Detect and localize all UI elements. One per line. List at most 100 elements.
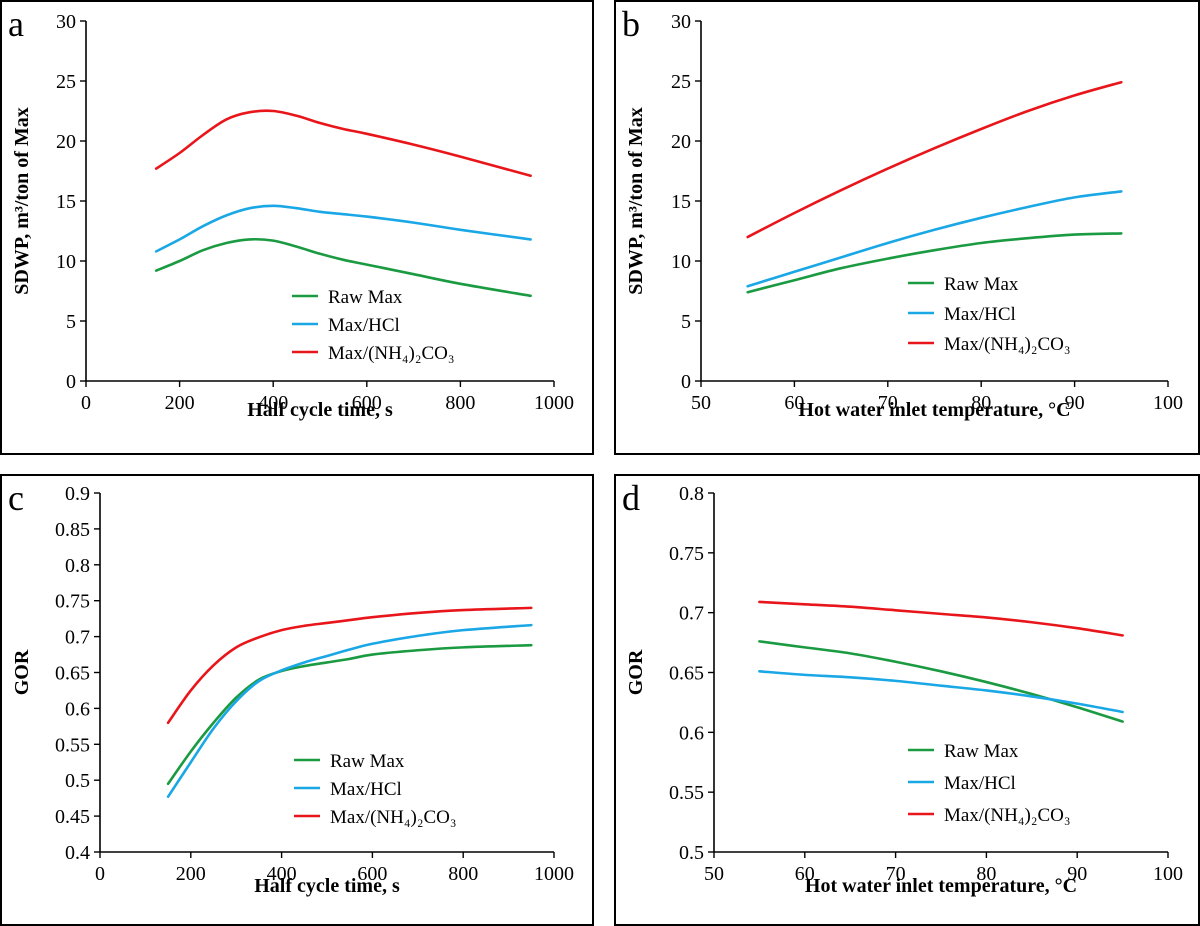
y-tick-label: 0.7 <box>65 627 90 649</box>
y-tick-label: 0.4 <box>65 842 90 864</box>
x-tick-label: 1000 <box>534 392 574 414</box>
series-line-max-hcl <box>758 670 1124 714</box>
x-tick-label: 70 <box>886 863 906 885</box>
y-axis-label: GOR <box>625 649 647 695</box>
legend-label: Raw Max <box>330 751 405 772</box>
panel-a: a 0 5 10 15 20 25 30 0 200 400 600 800 1000 Half cycl… <box>0 0 594 455</box>
chart-b: b 0 5 10 15 20 25 30 50 60 70 80 90 100 Hot water inl… <box>622 4 1183 421</box>
x-tick-label: 600 <box>352 392 382 414</box>
x-tick-label: 100 <box>1153 863 1183 885</box>
series-line-max-nh-co <box>758 600 1124 637</box>
y-tick-label: 0.75 <box>669 543 704 565</box>
y-tick-label: 0.65 <box>55 663 90 685</box>
y-tick-label: 0.55 <box>55 734 90 756</box>
x-axis-label: Hot water inlet temperature, °C <box>798 399 1070 421</box>
y-tick-label: 0.45 <box>55 806 90 828</box>
x-tick-label: 200 <box>165 392 195 414</box>
x-tick-label: 400 <box>258 392 288 414</box>
x-tick-label: 50 <box>691 392 711 414</box>
y-tick-label: 0.65 <box>669 663 704 685</box>
y-tick-label: 25 <box>671 71 691 93</box>
legend-label: Max/(NH₄)₂CO₃ <box>328 343 454 364</box>
x-tick-label: 0 <box>95 863 105 885</box>
y-tick-label: 15 <box>56 191 76 213</box>
legend-label: Max/HCl <box>328 315 400 336</box>
y-tick-label: 5 <box>66 311 76 333</box>
legend-label: Max/(NH₄)₂CO₃ <box>944 334 1070 355</box>
y-tick-label: 0.85 <box>55 519 90 541</box>
x-tick-label: 400 <box>267 863 297 885</box>
y-tick-label: 0.6 <box>679 722 704 744</box>
legend-label: Raw Max <box>328 287 403 308</box>
series-line-max-hcl <box>154 204 532 253</box>
legend-label: Max/(NH₄)₂CO₃ <box>944 805 1070 826</box>
y-axis-label: GOR <box>11 649 33 695</box>
y-tick-label: 0.75 <box>55 591 90 613</box>
y-tick-label: 0.7 <box>679 603 704 625</box>
panel-letter-c: c <box>8 478 24 518</box>
x-tick-label: 50 <box>704 863 724 885</box>
y-tick-label: 10 <box>671 251 691 273</box>
x-tick-label: 80 <box>976 863 996 885</box>
series-line-raw-max <box>746 232 1123 294</box>
panel-letter-b: b <box>622 4 640 44</box>
x-tick-label: 600 <box>357 863 387 885</box>
y-tick-label: 0.55 <box>669 782 704 804</box>
x-tick-label: 800 <box>445 392 475 414</box>
y-tick-label: 0.8 <box>679 483 704 505</box>
y-tick-label: 25 <box>56 71 76 93</box>
series-line-max-hcl <box>746 190 1123 288</box>
y-tick-label: 30 <box>56 11 76 33</box>
legend-label: Raw Max <box>944 741 1019 762</box>
y-tick-label: 0 <box>66 371 76 393</box>
y-axis-label: SDWP, m³/ton of Max <box>11 107 33 294</box>
x-axis-label: Half cycle time, s <box>254 875 400 897</box>
y-tick-label: 0.8 <box>65 555 90 577</box>
series-line-max-nh-co <box>746 80 1123 239</box>
y-tick-label: 20 <box>56 131 76 153</box>
x-tick-label: 100 <box>1153 392 1183 414</box>
x-tick-label: 70 <box>878 392 898 414</box>
x-tick-label: 60 <box>795 863 815 885</box>
series-line-max-hcl <box>166 623 533 799</box>
series-line-raw-max <box>154 237 532 298</box>
y-tick-label: 30 <box>671 11 691 33</box>
y-tick-label: 20 <box>671 131 691 153</box>
y-tick-label: 15 <box>671 191 691 213</box>
x-axis-label: Half cycle time, s <box>247 399 393 421</box>
legend-label: Max/HCl <box>944 304 1016 325</box>
chart-a: a 0 5 10 15 20 25 30 0 200 400 600 800 1000 Half cycl… <box>8 4 574 421</box>
y-tick-label: 10 <box>56 251 76 273</box>
x-tick-label: 1000 <box>534 863 574 885</box>
legend-label: Raw Max <box>944 274 1019 295</box>
panel-d: d 0.5 0.55 0.6 0.65 0.7 0.75 0.8 50 60 70 80 90 100 H… <box>614 474 1200 926</box>
series-line-max-nh-co <box>154 109 532 178</box>
x-tick-label: 0 <box>81 392 91 414</box>
panel-letter-d: d <box>622 478 640 518</box>
x-tick-label: 90 <box>1065 392 1085 414</box>
series-line-raw-max <box>758 640 1124 723</box>
x-tick-label: 80 <box>971 392 991 414</box>
y-tick-label: 0.5 <box>65 770 90 792</box>
y-tick-label: 5 <box>681 311 691 333</box>
y-tick-label: 0 <box>681 371 691 393</box>
chart-c: c 0.4 0.45 0.5 0.55 0.6 0.65 0.7 0.75 0.8 0.85 0.9… <box>8 478 574 897</box>
legend-label: Max/HCl <box>944 773 1016 794</box>
legend-label: Max/(NH₄)₂CO₃ <box>330 807 456 828</box>
panel-letter-a: a <box>8 4 24 44</box>
panel-b: b 0 5 10 15 20 25 30 50 60 70 80 90 100 Hot water inl… <box>614 0 1200 455</box>
panel-c: c 0.4 0.45 0.5 0.55 0.6 0.65 0.7 0.75 0.8 0.85 0.9… <box>0 474 594 926</box>
y-tick-label: 0.9 <box>65 483 90 505</box>
y-tick-label: 0.5 <box>679 842 704 864</box>
legend-label: Max/HCl <box>330 779 402 800</box>
x-axis-label: Hot water inlet temperature, °C <box>805 875 1077 897</box>
y-axis-label: SDWP, m³/ton of Max <box>625 107 647 294</box>
x-tick-label: 800 <box>448 863 478 885</box>
x-tick-label: 60 <box>784 392 804 414</box>
x-tick-label: 200 <box>176 863 206 885</box>
y-tick-label: 0.6 <box>65 698 90 720</box>
series-line-max-nh-co <box>166 606 533 725</box>
chart-d: d 0.5 0.55 0.6 0.65 0.7 0.75 0.8 50 60 70 80 90 100 H… <box>622 478 1183 897</box>
series-line-raw-max <box>166 643 533 786</box>
x-tick-label: 90 <box>1067 863 1087 885</box>
